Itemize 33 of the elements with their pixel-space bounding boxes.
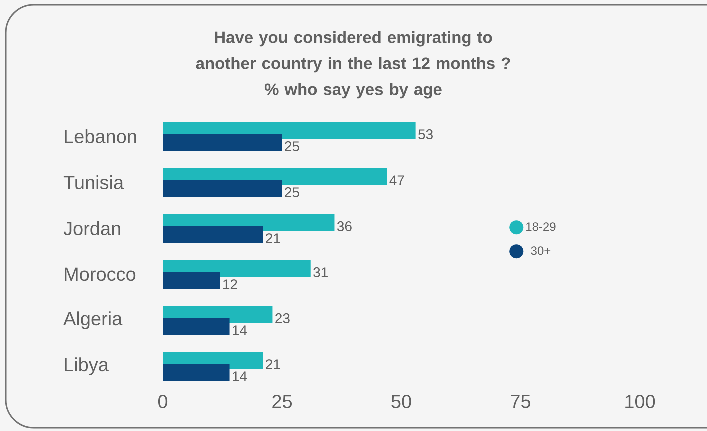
y-tick-label: Algeria bbox=[64, 312, 123, 330]
y-tick-label: Morocco bbox=[65, 268, 136, 282]
y-tick-label: Jordan bbox=[64, 222, 120, 236]
data-label: 25 bbox=[285, 142, 300, 152]
data-label: 25 bbox=[285, 188, 300, 198]
bar bbox=[163, 134, 282, 152]
bar bbox=[163, 318, 230, 336]
legend-label: 30+ bbox=[531, 246, 551, 256]
data-label: 21 bbox=[266, 360, 280, 370]
data-label: 53 bbox=[418, 130, 433, 140]
y-tick-label: Lebanon bbox=[65, 130, 136, 144]
bar bbox=[163, 226, 264, 244]
y-tick-label: Libya bbox=[65, 358, 109, 376]
x-tick-label: 0 bbox=[158, 395, 168, 408]
data-label: 36 bbox=[337, 222, 352, 232]
y-tick-label: Tunisia bbox=[64, 176, 124, 190]
data-label: 31 bbox=[314, 268, 328, 278]
bar bbox=[163, 272, 220, 290]
data-label: 23 bbox=[276, 314, 290, 324]
chart-title: Have you considered emigrating to another country in the last 12 months ? bbox=[196, 31, 510, 73]
data-label: 21 bbox=[266, 234, 280, 244]
x-tick-label: 25 bbox=[272, 395, 292, 408]
bar bbox=[163, 364, 230, 382]
chart-subtitle: % who say yes by age bbox=[264, 83, 442, 99]
data-label: 14 bbox=[233, 372, 248, 382]
data-label: 14 bbox=[233, 326, 248, 336]
legend-label: 18-29 bbox=[526, 222, 556, 232]
data-label: 12 bbox=[224, 280, 238, 290]
bar bbox=[163, 180, 282, 198]
data-label: 47 bbox=[390, 176, 404, 186]
x-tick-label: 100 bbox=[626, 395, 656, 408]
x-tick-label: 75 bbox=[511, 395, 531, 408]
x-tick-label: 50 bbox=[392, 395, 412, 408]
